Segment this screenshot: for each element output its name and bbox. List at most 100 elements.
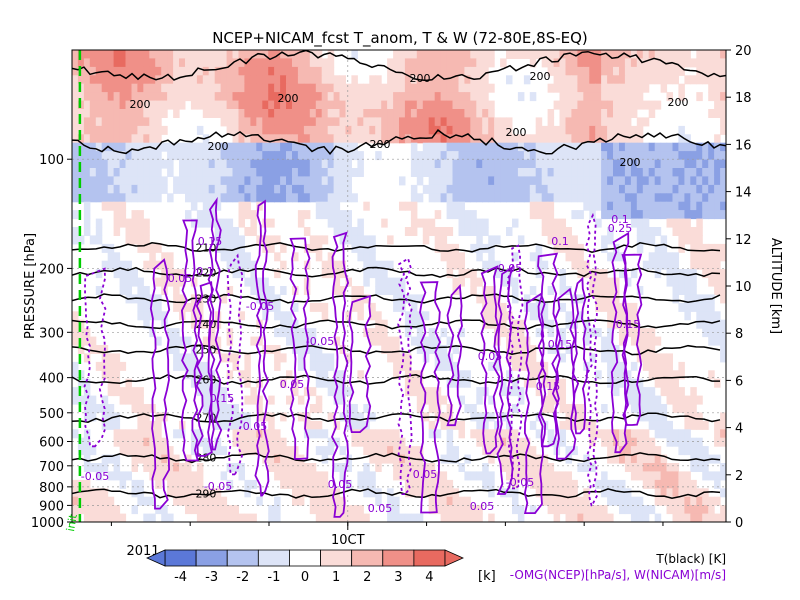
anomaly-cell bbox=[517, 463, 525, 472]
temperature-contour-240 bbox=[72, 319, 721, 330]
anomaly-cell bbox=[196, 151, 204, 161]
anomaly-cell bbox=[292, 142, 299, 152]
anomaly-cell bbox=[613, 117, 620, 127]
anomaly-cell bbox=[642, 218, 650, 228]
anomaly-cell bbox=[654, 142, 662, 152]
anomaly-cell bbox=[446, 83, 454, 93]
anomaly-cell bbox=[95, 513, 103, 522]
anomaly-cell bbox=[202, 370, 210, 380]
anomaly-cell bbox=[83, 50, 91, 59]
anomaly-cell bbox=[607, 176, 614, 186]
anomaly-cell bbox=[77, 437, 85, 447]
anomaly-cell bbox=[416, 66, 424, 76]
anomaly-cell bbox=[541, 311, 549, 321]
anomaly-cell bbox=[77, 50, 85, 59]
anomaly-cell bbox=[607, 496, 614, 506]
anomaly-cell bbox=[684, 505, 691, 515]
anomaly-cell bbox=[690, 184, 697, 194]
anomaly-cell bbox=[476, 66, 483, 76]
anomaly-cell bbox=[714, 378, 721, 388]
anomaly-cell bbox=[303, 168, 311, 177]
vertical-velocity-label: 0.25 bbox=[608, 222, 633, 235]
vertical-velocity-label: 0.15 bbox=[548, 338, 573, 351]
anomaly-cell bbox=[280, 319, 287, 329]
vertical-velocity-contour bbox=[446, 283, 463, 427]
anomaly-cell bbox=[642, 404, 650, 413]
anomaly-cell bbox=[363, 471, 370, 481]
anomaly-cell bbox=[256, 58, 263, 68]
anomaly-cell bbox=[422, 168, 430, 177]
anomaly-cell bbox=[327, 505, 335, 515]
anomaly-cell bbox=[369, 92, 376, 102]
temperature-contour-label: 200 bbox=[410, 72, 431, 85]
anomaly-cell bbox=[125, 66, 132, 76]
anomaly-cell bbox=[256, 235, 263, 245]
anomaly-cell bbox=[321, 260, 329, 270]
anomaly-cell bbox=[583, 319, 590, 329]
anomaly-cell bbox=[101, 83, 109, 93]
anomaly-cell bbox=[113, 429, 121, 439]
anomaly-cell bbox=[72, 100, 79, 110]
anomaly-cell bbox=[280, 100, 287, 110]
anomaly-cell bbox=[202, 58, 210, 68]
anomaly-cell bbox=[696, 235, 703, 245]
anomaly-cell bbox=[137, 404, 144, 413]
anomaly-cell bbox=[220, 142, 228, 152]
anomaly-cell bbox=[702, 184, 709, 194]
anomaly-cell bbox=[137, 235, 144, 245]
anomaly-cell bbox=[595, 58, 602, 68]
anomaly-cell bbox=[297, 159, 305, 169]
anomaly-cell bbox=[666, 420, 673, 430]
anomaly-cell bbox=[613, 319, 620, 329]
anomaly-cell bbox=[173, 151, 180, 161]
anomaly-cell bbox=[678, 404, 685, 413]
anomaly-cell bbox=[309, 420, 317, 430]
anomaly-cell bbox=[333, 184, 341, 194]
pressure-axis-label: PRESSURE [hPa] bbox=[23, 233, 38, 339]
anomaly-cell bbox=[404, 109, 412, 118]
anomaly-cell bbox=[250, 159, 257, 169]
temperature-contour-label: 290 bbox=[195, 488, 216, 501]
anomaly-cell bbox=[315, 50, 323, 59]
anomaly-cell bbox=[571, 66, 578, 76]
anomaly-cell bbox=[250, 75, 257, 85]
anomaly-cell bbox=[214, 58, 222, 68]
anomaly-cell bbox=[630, 201, 638, 211]
anomaly-cell bbox=[83, 210, 91, 220]
anomaly-cell bbox=[636, 75, 644, 85]
anomaly-cell bbox=[535, 387, 543, 397]
anomaly-cell bbox=[327, 184, 335, 194]
anomaly-cell bbox=[131, 75, 138, 85]
anomaly-cell bbox=[583, 454, 590, 464]
anomaly-cell bbox=[666, 269, 673, 279]
anomaly-cell bbox=[404, 50, 412, 59]
anomaly-cell bbox=[131, 184, 138, 194]
anomaly-cell bbox=[309, 125, 317, 135]
anomaly-cell bbox=[303, 151, 311, 161]
anomaly-cell bbox=[410, 311, 418, 321]
anomaly-cell bbox=[72, 58, 79, 68]
anomaly-cell bbox=[101, 505, 109, 515]
anomaly-cell bbox=[345, 404, 352, 413]
anomaly-cell bbox=[583, 168, 590, 177]
anomaly-cell bbox=[113, 218, 121, 228]
anomaly-cell bbox=[232, 361, 239, 371]
anomaly-cell bbox=[292, 176, 299, 186]
anomaly-cell bbox=[416, 336, 424, 346]
anomaly-cell bbox=[512, 454, 519, 464]
anomaly-cell bbox=[232, 109, 239, 118]
anomaly-cell bbox=[630, 83, 638, 93]
anomaly-cell bbox=[315, 479, 323, 489]
anomaly-cell bbox=[607, 117, 614, 127]
anomaly-cell bbox=[309, 109, 317, 118]
anomaly-cell bbox=[131, 134, 138, 144]
anomaly-cell bbox=[387, 286, 394, 295]
anomaly-cell bbox=[624, 463, 632, 472]
anomaly-cell bbox=[666, 496, 673, 506]
anomaly-cell bbox=[601, 109, 608, 118]
anomaly-cell bbox=[678, 193, 685, 203]
anomaly-cell bbox=[286, 193, 293, 203]
anomaly-cell bbox=[636, 210, 644, 220]
anomaly-cell bbox=[642, 463, 650, 472]
anomaly-cell bbox=[345, 387, 352, 397]
